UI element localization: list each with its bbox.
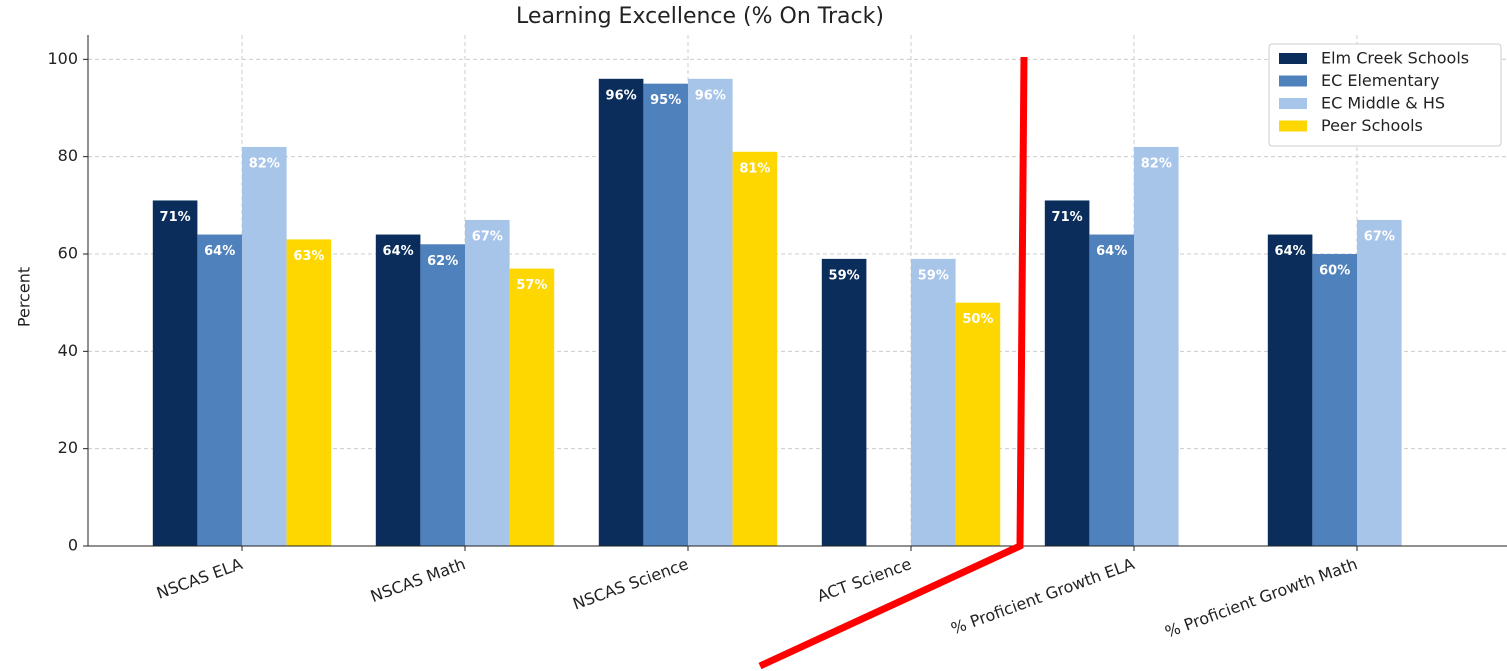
- value-label: 59%: [829, 268, 860, 283]
- value-label: 82%: [249, 156, 280, 171]
- annotation-line: [758, 56, 1028, 670]
- y-tick-label: 60: [58, 244, 78, 263]
- value-label: 57%: [516, 278, 547, 293]
- value-label: 64%: [1096, 244, 1127, 259]
- value-label: 96%: [695, 88, 726, 103]
- bar: [152, 200, 198, 546]
- bar: [688, 78, 733, 547]
- bar: [375, 234, 421, 547]
- value-label: 67%: [1364, 229, 1395, 244]
- value-label: 71%: [1052, 210, 1083, 225]
- legend-label: Peer Schools: [1321, 116, 1423, 135]
- x-tick-label: NSCAS Science: [570, 554, 691, 613]
- legend-label: Elm Creek Schools: [1321, 49, 1469, 68]
- y-tick-label: 80: [58, 146, 78, 165]
- value-label: 67%: [472, 229, 503, 244]
- bar: [1089, 234, 1134, 547]
- bar: [643, 83, 688, 547]
- legend-label: EC Middle & HS: [1321, 94, 1445, 113]
- plot-area: 0 20 40 60 80 100 NSCAS ELA NSCAS Math NSCAS Sci…: [47, 35, 1507, 642]
- value-label: 71%: [160, 210, 191, 225]
- bar: [1357, 219, 1402, 546]
- bar: [197, 234, 242, 547]
- legend-swatch: [1279, 120, 1307, 132]
- y-tick-label: 0: [68, 536, 78, 555]
- value-label: 64%: [1275, 244, 1306, 259]
- legend-box: [1268, 43, 1502, 147]
- bar: [242, 146, 287, 546]
- value-label: 60%: [1319, 264, 1350, 279]
- x-tick-label: % Proficient Growth Math: [1162, 554, 1360, 641]
- value-label: 96%: [606, 88, 637, 103]
- value-label: 82%: [1141, 156, 1172, 171]
- bar: [598, 78, 644, 547]
- bar: [509, 268, 555, 546]
- bar: [1312, 254, 1357, 546]
- chart-title: Learning Excellence (% On Track): [516, 4, 884, 29]
- y-axis-label: Percent: [15, 267, 34, 327]
- bar: [1044, 200, 1090, 546]
- bar: [732, 151, 778, 547]
- y-tick-label: 20: [58, 438, 78, 457]
- legend-swatch: [1279, 53, 1307, 64]
- x-tick-label: NSCAS Math: [368, 554, 468, 606]
- bar: [286, 239, 332, 546]
- bar: [955, 302, 1001, 546]
- bar: [1134, 146, 1179, 546]
- bar: [911, 258, 956, 546]
- x-tick-label: NSCAS ELA: [154, 554, 245, 603]
- value-label: 62%: [427, 254, 458, 269]
- bar: [420, 244, 465, 546]
- value-label: 63%: [293, 249, 324, 264]
- legend-swatch: [1279, 75, 1307, 87]
- y-tick-label: 40: [58, 341, 78, 360]
- value-label: 64%: [204, 244, 235, 259]
- bar: [821, 258, 867, 546]
- legend-swatch: [1279, 98, 1307, 109]
- value-label: 59%: [918, 268, 949, 283]
- y-tick-label: 100: [47, 49, 78, 68]
- value-label: 64%: [383, 244, 414, 259]
- value-label: 81%: [739, 161, 770, 176]
- value-label: 95%: [650, 93, 681, 108]
- value-label: 50%: [962, 312, 993, 327]
- bar: [465, 219, 510, 546]
- legend-label: EC Elementary: [1321, 71, 1439, 90]
- bar: [1267, 234, 1313, 547]
